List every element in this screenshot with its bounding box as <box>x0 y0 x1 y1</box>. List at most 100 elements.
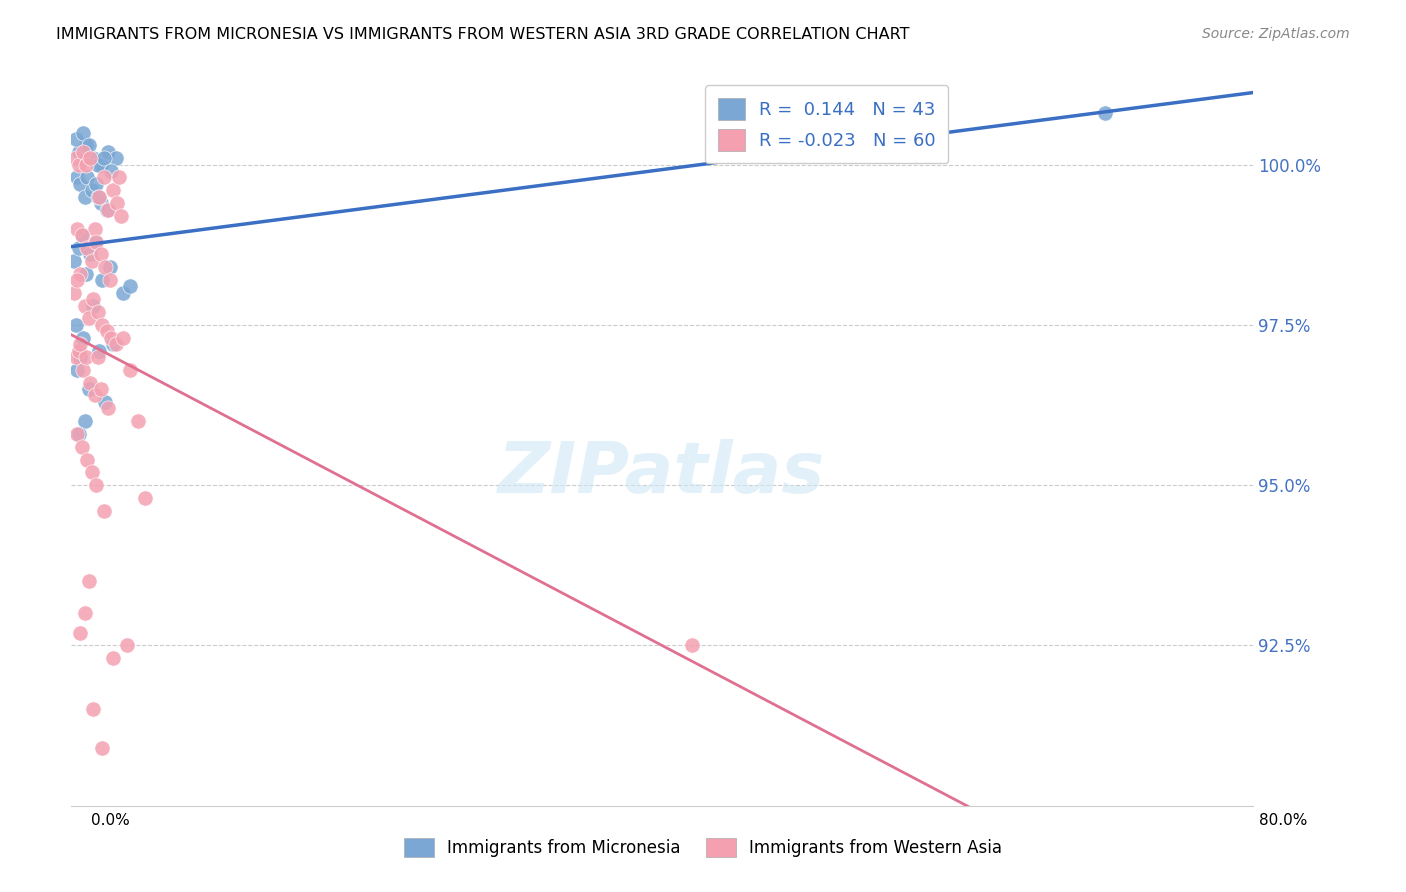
Text: 80.0%: 80.0% <box>1260 814 1308 828</box>
Point <box>66 221 89 235</box>
Point <box>63 253 86 268</box>
Point <box>86 177 108 191</box>
Point <box>91 273 114 287</box>
Point <box>97 401 120 416</box>
Legend: Immigrants from Micronesia, Immigrants from Western Asia: Immigrants from Micronesia, Immigrants f… <box>395 830 1011 866</box>
Text: Source: ZipAtlas.com: Source: ZipAtlas.com <box>1202 27 1350 41</box>
Point <box>80 253 103 268</box>
Point <box>104 337 127 351</box>
Point <box>86 478 108 492</box>
Point <box>104 151 127 165</box>
Point <box>98 260 121 275</box>
Point <box>67 241 90 255</box>
Point <box>105 196 128 211</box>
Point <box>93 151 115 165</box>
Point <box>89 190 111 204</box>
Point <box>82 299 104 313</box>
Point <box>101 183 124 197</box>
Point <box>77 311 100 326</box>
Point <box>63 285 86 300</box>
Text: 0.0%: 0.0% <box>91 814 131 828</box>
Point <box>100 164 122 178</box>
Point <box>75 138 97 153</box>
Point <box>72 145 94 159</box>
Point <box>73 299 96 313</box>
Point <box>83 235 105 249</box>
Point <box>76 170 98 185</box>
Point <box>70 228 93 243</box>
Point <box>69 625 91 640</box>
Point <box>98 273 121 287</box>
Point <box>86 235 108 249</box>
Point <box>96 324 118 338</box>
Point <box>97 202 120 217</box>
Point <box>87 350 110 364</box>
Point <box>101 337 124 351</box>
Point <box>70 228 93 243</box>
Point <box>76 241 98 255</box>
Point <box>69 337 91 351</box>
Point <box>70 440 93 454</box>
Point <box>91 741 114 756</box>
Point <box>72 363 94 377</box>
Point <box>93 170 115 185</box>
Point <box>79 376 101 390</box>
Point <box>96 202 118 217</box>
Point <box>67 145 90 159</box>
Point <box>77 382 100 396</box>
Point <box>65 151 87 165</box>
Point <box>77 574 100 589</box>
Text: IMMIGRANTS FROM MICRONESIA VS IMMIGRANTS FROM WESTERN ASIA 3RD GRADE CORRELATION: IMMIGRANTS FROM MICRONESIA VS IMMIGRANTS… <box>56 27 910 42</box>
Text: ZIPatlas: ZIPatlas <box>498 440 825 508</box>
Point <box>67 343 90 358</box>
Point <box>66 273 89 287</box>
Point <box>94 394 117 409</box>
Point <box>65 132 87 146</box>
Point <box>73 414 96 428</box>
Point <box>67 158 90 172</box>
Point <box>82 293 104 307</box>
Point <box>73 190 96 204</box>
Point <box>72 331 94 345</box>
Point <box>82 151 104 165</box>
Point <box>69 267 91 281</box>
Point <box>66 363 89 377</box>
Point <box>90 158 112 172</box>
Point <box>66 170 89 185</box>
Point <box>134 491 156 505</box>
Point <box>76 452 98 467</box>
Legend: R =  0.144   N = 43, R = -0.023   N = 60: R = 0.144 N = 43, R = -0.023 N = 60 <box>704 85 949 163</box>
Point <box>75 350 97 364</box>
Point <box>90 382 112 396</box>
Point <box>111 331 134 345</box>
Point <box>69 350 91 364</box>
Point <box>120 363 142 377</box>
Point <box>65 350 87 364</box>
Point <box>77 138 100 153</box>
Point <box>67 426 90 441</box>
Point <box>90 196 112 211</box>
Point <box>66 426 89 441</box>
Point <box>83 221 105 235</box>
Point <box>97 145 120 159</box>
Point <box>69 177 91 191</box>
Point <box>65 318 87 332</box>
Point <box>90 247 112 261</box>
Point <box>120 279 142 293</box>
Point <box>89 343 111 358</box>
Point <box>79 151 101 165</box>
Point <box>75 158 97 172</box>
Point <box>72 126 94 140</box>
Point <box>87 158 110 172</box>
Point <box>127 414 149 428</box>
Point <box>100 331 122 345</box>
Point <box>111 285 134 300</box>
Point <box>87 190 110 204</box>
Point <box>1094 106 1116 120</box>
Point <box>681 639 703 653</box>
Point <box>75 267 97 281</box>
Point <box>93 504 115 518</box>
Point <box>117 639 139 653</box>
Point <box>94 260 117 275</box>
Point <box>107 170 129 185</box>
